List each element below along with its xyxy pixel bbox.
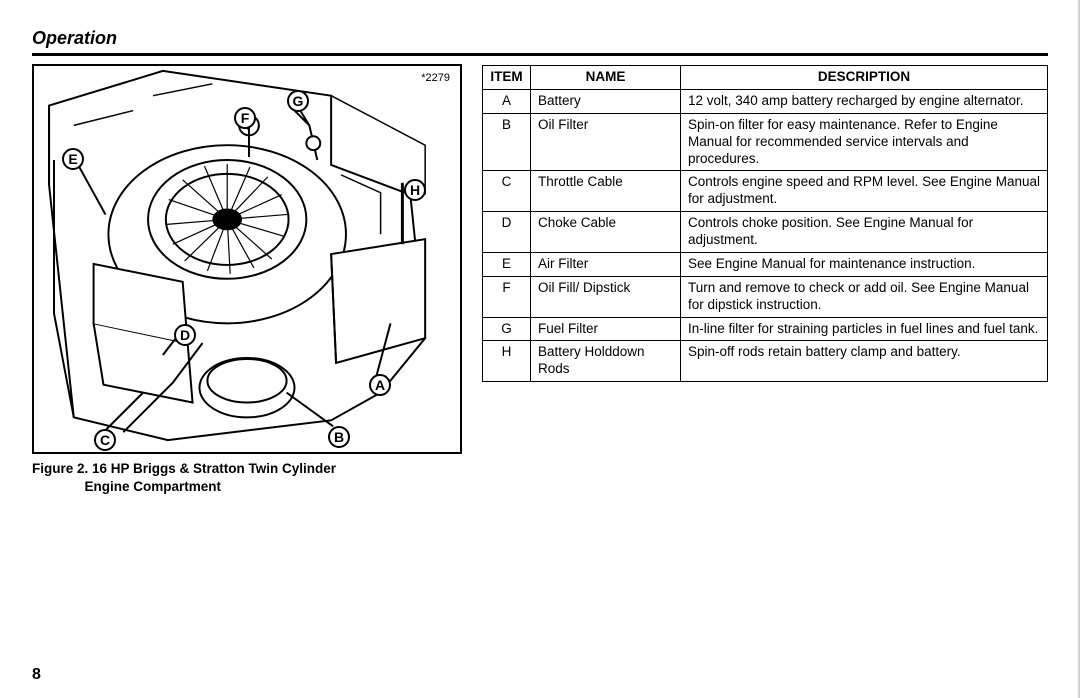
figure-caption-line2: Engine Compartment xyxy=(85,479,222,494)
table-row: DChoke CableControls choke position. See… xyxy=(483,212,1048,253)
cell-description: Controls engine speed and RPM level. See… xyxy=(681,171,1048,212)
table-row: HBattery Holddown RodsSpin-off rods reta… xyxy=(483,341,1048,382)
figure-engine-compartment: *2279 xyxy=(32,64,462,454)
table-row: EAir FilterSee Engine Manual for mainten… xyxy=(483,252,1048,276)
cell-name: Fuel Filter xyxy=(531,317,681,341)
cell-item: C xyxy=(483,171,531,212)
cell-description: Spin-off rods retain battery clamp and b… xyxy=(681,341,1048,382)
section-title: Operation xyxy=(32,28,1048,49)
cell-item: H xyxy=(483,341,531,382)
figure-marker-h: H xyxy=(404,179,426,201)
cell-name: Battery xyxy=(531,89,681,113)
figure-caption: Figure 2. 16 HP Briggs & Stratton Twin C… xyxy=(32,460,462,495)
col-header-desc: DESCRIPTION xyxy=(681,66,1048,90)
cell-item: B xyxy=(483,113,531,171)
cell-item: A xyxy=(483,89,531,113)
col-header-item: ITEM xyxy=(483,66,531,90)
table-row: FOil Fill/ DipstickTurn and remove to ch… xyxy=(483,276,1048,317)
figure-marker-a: A xyxy=(369,374,391,396)
table-row: GFuel FilterIn-line filter for straining… xyxy=(483,317,1048,341)
cell-description: 12 volt, 340 amp battery recharged by en… xyxy=(681,89,1048,113)
cell-item: F xyxy=(483,276,531,317)
figure-marker-g: G xyxy=(287,90,309,112)
cell-description: Controls choke position. See Engine Manu… xyxy=(681,212,1048,253)
table-row: CThrottle CableControls engine speed and… xyxy=(483,171,1048,212)
cell-name: Oil Filter xyxy=(531,113,681,171)
page-number: 8 xyxy=(32,666,41,684)
figure-marker-b: B xyxy=(328,426,350,448)
cell-item: D xyxy=(483,212,531,253)
figure-marker-f: F xyxy=(234,107,256,129)
cell-item: G xyxy=(483,317,531,341)
parts-table: ITEM NAME DESCRIPTION ABattery12 volt, 3… xyxy=(482,65,1048,382)
col-header-name: NAME xyxy=(531,66,681,90)
cell-description: Turn and remove to check or add oil. See… xyxy=(681,276,1048,317)
horizontal-rule xyxy=(32,53,1048,56)
cell-name: Choke Cable xyxy=(531,212,681,253)
cell-name: Battery Holddown Rods xyxy=(531,341,681,382)
cell-name: Air Filter xyxy=(531,252,681,276)
cell-name: Throttle Cable xyxy=(531,171,681,212)
figure-marker-c: C xyxy=(94,429,116,451)
figure-caption-bold: Figure 2. 16 HP Briggs & Stratton Twin C… xyxy=(32,461,336,476)
cell-item: E xyxy=(483,252,531,276)
cell-description: See Engine Manual for maintenance instru… xyxy=(681,252,1048,276)
figure-marker-d: D xyxy=(174,324,196,346)
cell-name: Oil Fill/ Dipstick xyxy=(531,276,681,317)
cell-description: In-line filter for straining particles i… xyxy=(681,317,1048,341)
cell-description: Spin-on filter for easy maintenance. Ref… xyxy=(681,113,1048,171)
table-row: ABattery12 volt, 340 amp battery recharg… xyxy=(483,89,1048,113)
table-row: BOil FilterSpin-on filter for easy maint… xyxy=(483,113,1048,171)
figure-marker-e: E xyxy=(62,148,84,170)
